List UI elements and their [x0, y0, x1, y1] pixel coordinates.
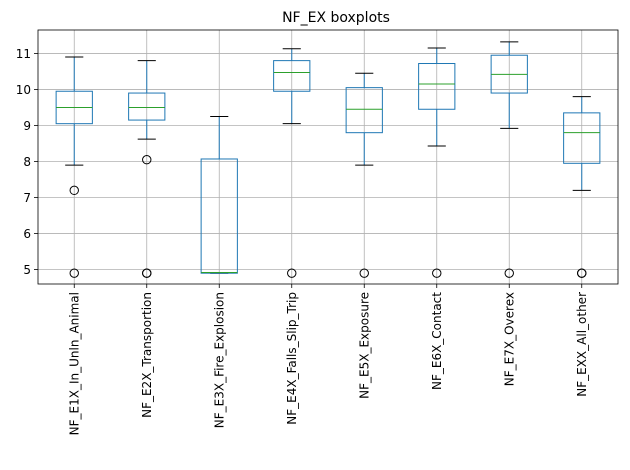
- x-tick-label: NF_E3X_Fire_Explosion: [212, 292, 226, 428]
- x-tick-label: NF_E1X_In_Unln_Animal: [67, 292, 81, 435]
- y-tick-label: 8: [23, 155, 31, 169]
- plot-frame: [37, 29, 619, 285]
- outlier-point: [69, 185, 79, 196]
- chart-title: NF_EX boxplots: [282, 10, 390, 26]
- outlier-point: [432, 268, 442, 278]
- grid-lines: [38, 30, 618, 284]
- box: [200, 158, 238, 274]
- y-tick-label: 9: [23, 119, 31, 133]
- outlier-point: [287, 268, 297, 278]
- outlier-point: [504, 268, 514, 278]
- box: [563, 112, 601, 164]
- y-tick-label: 6: [23, 227, 31, 241]
- outlier-point: [142, 155, 152, 165]
- y-tick-label: 10: [16, 83, 31, 97]
- x-tick-label: NF_E4X_Falls_Slip_Trip: [285, 292, 299, 425]
- outlier-point: [69, 268, 79, 278]
- box: [345, 87, 383, 134]
- axes: 5 6 7 8 9 10 11 NF_E1X_In_Unln_Animal NF_E2X_Tra…: [16, 29, 619, 435]
- outlier-point: [359, 268, 369, 278]
- y-tick-label: 7: [23, 191, 31, 205]
- box: [273, 60, 311, 92]
- box: [418, 63, 456, 110]
- x-tick-label: NF_E2X_Transportion: [140, 292, 154, 418]
- outlier-point: [142, 268, 152, 278]
- x-tick-label: NF_E7X_Overex: [502, 292, 516, 386]
- x-tick-label: NF_E6X_Contact: [430, 292, 444, 390]
- box-layer: [55, 41, 601, 278]
- x-tick-label: NF_EXX_All_other: [575, 292, 589, 397]
- y-tick-label: 11: [16, 47, 31, 61]
- outlier-point: [577, 268, 587, 278]
- y-tick-label: 5: [23, 263, 31, 277]
- box: [128, 92, 166, 121]
- x-tick-label: NF_E5X_Exposure: [357, 292, 371, 399]
